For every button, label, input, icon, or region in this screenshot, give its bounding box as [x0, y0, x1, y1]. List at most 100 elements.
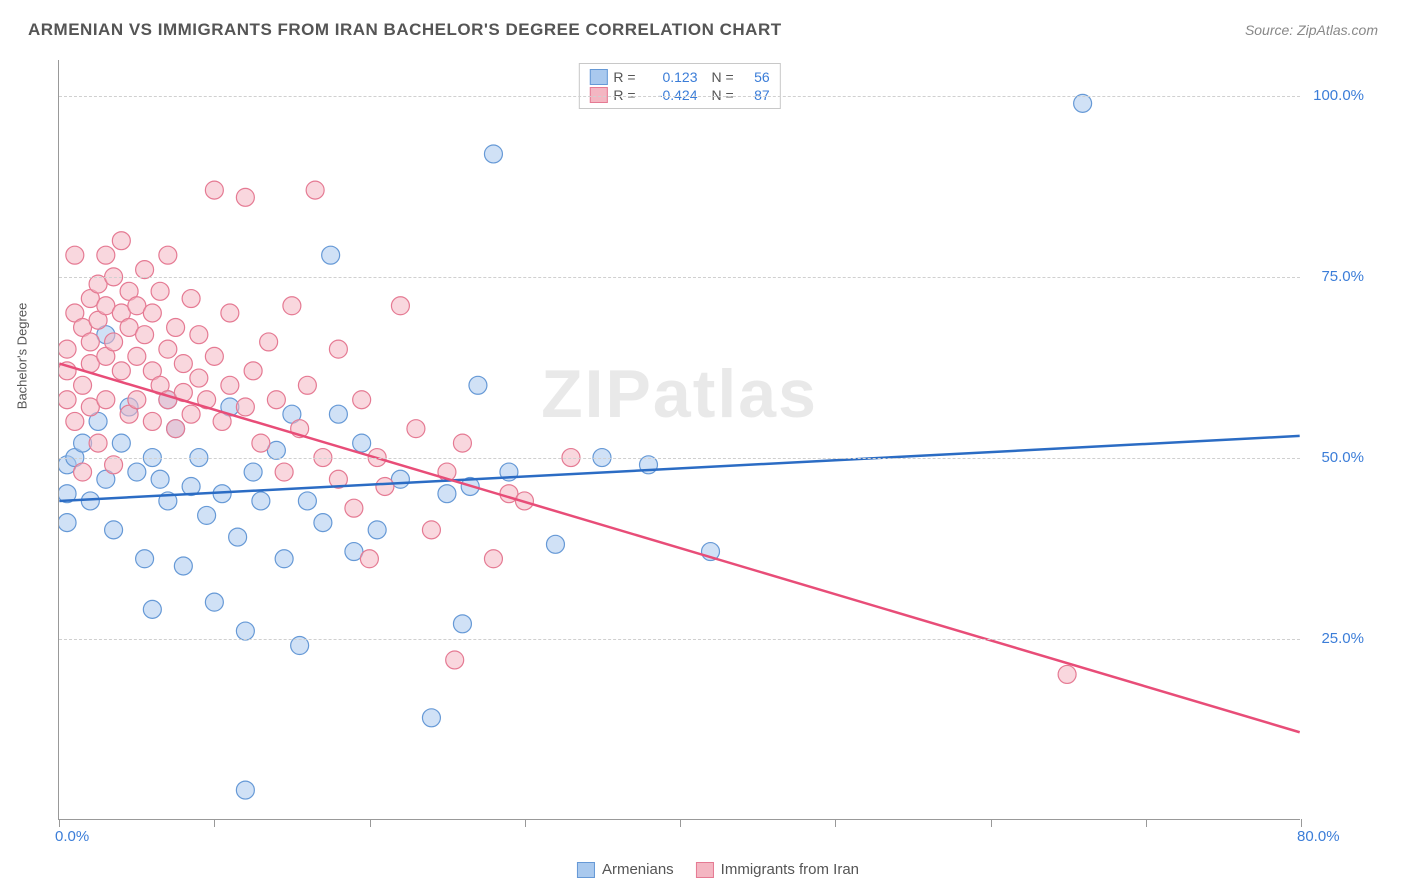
data-point[interactable] — [453, 434, 471, 452]
data-point[interactable] — [81, 290, 99, 308]
data-point[interactable] — [252, 492, 270, 510]
data-point[interactable] — [221, 304, 239, 322]
data-point[interactable] — [345, 499, 363, 517]
data-point[interactable] — [275, 550, 293, 568]
data-point[interactable] — [229, 528, 247, 546]
data-point[interactable] — [97, 326, 115, 344]
data-point[interactable] — [59, 485, 76, 503]
data-point[interactable] — [89, 412, 107, 430]
data-point[interactable] — [236, 188, 254, 206]
data-point[interactable] — [167, 420, 185, 438]
data-point[interactable] — [422, 521, 440, 539]
data-point[interactable] — [407, 420, 425, 438]
data-point[interactable] — [275, 463, 293, 481]
data-point[interactable] — [167, 420, 185, 438]
data-point[interactable] — [66, 304, 84, 322]
data-point[interactable] — [159, 391, 177, 409]
data-point[interactable] — [291, 420, 309, 438]
data-point[interactable] — [205, 593, 223, 611]
data-point[interactable] — [151, 376, 169, 394]
data-point[interactable] — [59, 340, 76, 358]
data-point[interactable] — [236, 622, 254, 640]
data-point[interactable] — [128, 391, 146, 409]
data-point[interactable] — [59, 391, 76, 409]
data-point[interactable] — [66, 246, 84, 264]
data-point[interactable] — [74, 318, 92, 336]
data-point[interactable] — [81, 398, 99, 416]
data-point[interactable] — [174, 557, 192, 575]
data-point[interactable] — [97, 470, 115, 488]
data-point[interactable] — [198, 506, 216, 524]
data-point[interactable] — [74, 376, 92, 394]
data-point[interactable] — [376, 477, 394, 495]
data-point[interactable] — [260, 333, 278, 351]
data-point[interactable] — [97, 297, 115, 315]
data-point[interactable] — [159, 391, 177, 409]
data-point[interactable] — [329, 405, 347, 423]
data-point[interactable] — [515, 492, 533, 510]
data-point[interactable] — [74, 463, 92, 481]
data-point[interactable] — [213, 485, 231, 503]
data-point[interactable] — [546, 535, 564, 553]
data-point[interactable] — [252, 434, 270, 452]
data-point[interactable] — [221, 376, 239, 394]
data-point[interactable] — [702, 543, 720, 561]
data-point[interactable] — [174, 355, 192, 373]
data-point[interactable] — [353, 391, 371, 409]
data-point[interactable] — [174, 384, 192, 402]
data-point[interactable] — [105, 521, 123, 539]
data-point[interactable] — [159, 340, 177, 358]
data-point[interactable] — [182, 290, 200, 308]
data-point[interactable] — [484, 145, 502, 163]
data-point[interactable] — [267, 441, 285, 459]
data-point[interactable] — [360, 550, 378, 568]
data-point[interactable] — [329, 470, 347, 488]
data-point[interactable] — [182, 477, 200, 495]
data-point[interactable] — [112, 362, 130, 380]
data-point[interactable] — [236, 781, 254, 799]
data-point[interactable] — [391, 297, 409, 315]
data-point[interactable] — [97, 391, 115, 409]
data-point[interactable] — [500, 463, 518, 481]
data-point[interactable] — [81, 333, 99, 351]
data-point[interactable] — [59, 514, 76, 532]
data-point[interactable] — [81, 492, 99, 510]
data-point[interactable] — [283, 405, 301, 423]
data-point[interactable] — [314, 514, 332, 532]
data-point[interactable] — [112, 304, 130, 322]
data-point[interactable] — [298, 376, 316, 394]
data-point[interactable] — [198, 391, 216, 409]
data-point[interactable] — [120, 405, 138, 423]
data-point[interactable] — [244, 463, 262, 481]
data-point[interactable] — [298, 492, 316, 510]
data-point[interactable] — [128, 347, 146, 365]
data-point[interactable] — [469, 376, 487, 394]
data-point[interactable] — [120, 282, 138, 300]
data-point[interactable] — [136, 550, 154, 568]
data-point[interactable] — [213, 412, 231, 430]
data-point[interactable] — [112, 434, 130, 452]
data-point[interactable] — [105, 333, 123, 351]
data-point[interactable] — [89, 311, 107, 329]
data-point[interactable] — [182, 405, 200, 423]
data-point[interactable] — [143, 412, 161, 430]
data-point[interactable] — [453, 615, 471, 633]
data-point[interactable] — [353, 434, 371, 452]
data-point[interactable] — [89, 434, 107, 452]
data-point[interactable] — [368, 521, 386, 539]
data-point[interactable] — [306, 181, 324, 199]
data-point[interactable] — [205, 181, 223, 199]
data-point[interactable] — [97, 246, 115, 264]
data-point[interactable] — [267, 391, 285, 409]
data-point[interactable] — [143, 362, 161, 380]
data-point[interactable] — [159, 492, 177, 510]
data-point[interactable] — [143, 304, 161, 322]
data-point[interactable] — [438, 485, 456, 503]
data-point[interactable] — [484, 550, 502, 568]
data-point[interactable] — [128, 297, 146, 315]
data-point[interactable] — [438, 463, 456, 481]
data-point[interactable] — [391, 470, 409, 488]
data-point[interactable] — [136, 326, 154, 344]
data-point[interactable] — [1058, 665, 1076, 683]
data-point[interactable] — [143, 600, 161, 618]
